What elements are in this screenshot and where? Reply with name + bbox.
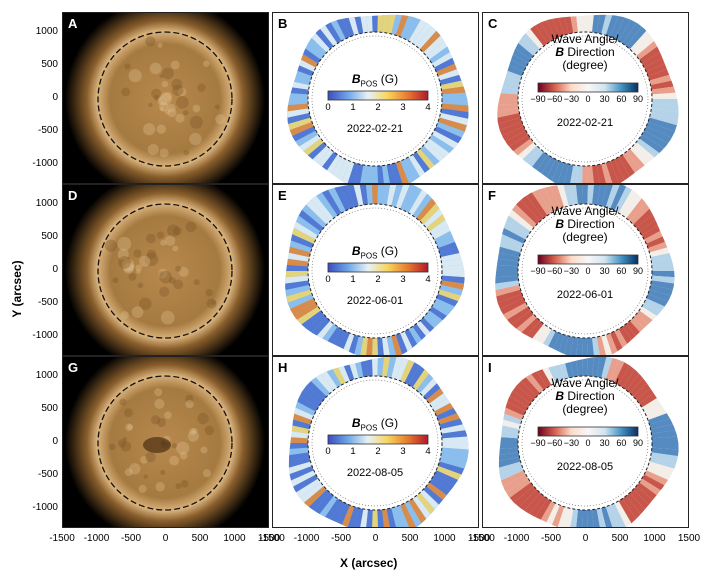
x-tick-label: 1000	[643, 533, 665, 544]
x-tick-label: 0	[373, 533, 379, 544]
x-tick-label: -1500	[259, 533, 285, 544]
date-label: 2022-08-05	[325, 467, 425, 479]
y-tick-label: 1000	[24, 26, 58, 37]
x-tick-label: 500	[192, 533, 209, 544]
panel-letter: C	[488, 16, 497, 31]
x-axis-title: X (arcsec)	[340, 556, 397, 570]
euv-sun-image	[63, 357, 269, 528]
bpos-ring-map	[273, 13, 479, 184]
euv-sun-image	[63, 13, 269, 184]
panel-letter: E	[278, 188, 287, 203]
y-tick-label: 500	[24, 231, 58, 242]
x-tick-label: -1000	[84, 533, 110, 544]
x-tick-label: 500	[402, 533, 419, 544]
bpos-map-panel-b: BPOS (G) 0 1 2 3 4 2022-02-21 B	[272, 12, 479, 184]
x-tick-label: 1500	[678, 533, 700, 544]
euv-image-panel-d: D	[62, 184, 269, 356]
bpos-ring-map	[273, 357, 479, 528]
bpos-ring-map	[273, 185, 479, 356]
y-tick-label: 0	[24, 264, 58, 275]
date-label: 2022-02-21	[535, 117, 635, 129]
date-label: 2022-08-05	[535, 461, 635, 473]
date-label: 2022-06-01	[535, 289, 635, 301]
euv-sun-image	[63, 185, 269, 356]
x-tick-label: 0	[163, 533, 169, 544]
y-tick-label: 1000	[24, 370, 58, 381]
panel-letter: I	[488, 360, 492, 375]
y-tick-label: 1000	[24, 198, 58, 209]
x-tick-label: 0	[583, 533, 589, 544]
panel-letter: D	[68, 188, 77, 203]
y-tick-label: -500	[24, 125, 58, 136]
y-axis-title: Y (arcsec)	[10, 244, 24, 334]
wave-angle-panel-c: Wave Angle/B Direction (degree) −90 −60 −30 0…	[482, 12, 689, 184]
angle-colorbar-title: Wave Angle/B Direction (degree)	[515, 33, 655, 72]
y-tick-label: -1000	[24, 502, 58, 513]
panel-letter: A	[68, 16, 77, 31]
x-tick-label: 1000	[223, 533, 245, 544]
y-tick-label: -500	[24, 297, 58, 308]
y-tick-label: 0	[24, 92, 58, 103]
bpos-colorbar-title: BPOS (G)	[305, 417, 445, 434]
x-tick-label: -500	[541, 533, 561, 544]
panel-letter: H	[278, 360, 287, 375]
bpos-colorbar-title: BPOS (G)	[305, 245, 445, 262]
y-tick-label: 500	[24, 403, 58, 414]
x-tick-label: -1000	[294, 533, 320, 544]
date-label: 2022-06-01	[325, 295, 425, 307]
angle-colorbar-title: Wave Angle/B Direction (degree)	[515, 377, 655, 416]
y-tick-label: -500	[24, 469, 58, 480]
x-tick-label: 1000	[433, 533, 455, 544]
panel-letter: F	[488, 188, 496, 203]
angle-colorbar-title: Wave Angle/B Direction (degree)	[515, 205, 655, 244]
x-tick-label: -1500	[469, 533, 495, 544]
x-tick-label: -1500	[49, 533, 75, 544]
x-tick-label: 500	[612, 533, 629, 544]
y-tick-label: -1000	[24, 158, 58, 169]
euv-image-panel-a: A	[62, 12, 269, 184]
y-tick-label: 500	[24, 59, 58, 70]
date-label: 2022-02-21	[325, 123, 425, 135]
bpos-colorbar-title: BPOS (G)	[305, 73, 445, 90]
x-tick-label: -1000	[504, 533, 530, 544]
panel-letter: G	[68, 360, 78, 375]
x-tick-label: -500	[331, 533, 351, 544]
euv-image-panel-g: G	[62, 356, 269, 528]
panel-letter: B	[278, 16, 287, 31]
y-tick-label: -1000	[24, 330, 58, 341]
wave-angle-panel-f: Wave Angle/B Direction (degree) −90 −60 −30 0…	[482, 184, 689, 356]
x-tick-label: -500	[121, 533, 141, 544]
bpos-map-panel-e: BPOS (G) 0 1 2 3 4 2022-06-01 E	[272, 184, 479, 356]
bpos-map-panel-h: BPOS (G) 0 1 2 3 4 2022-08-05 H	[272, 356, 479, 528]
y-tick-label: 0	[24, 436, 58, 447]
wave-angle-panel-i: Wave Angle/B Direction (degree) −90 −60 −30 0…	[482, 356, 689, 528]
